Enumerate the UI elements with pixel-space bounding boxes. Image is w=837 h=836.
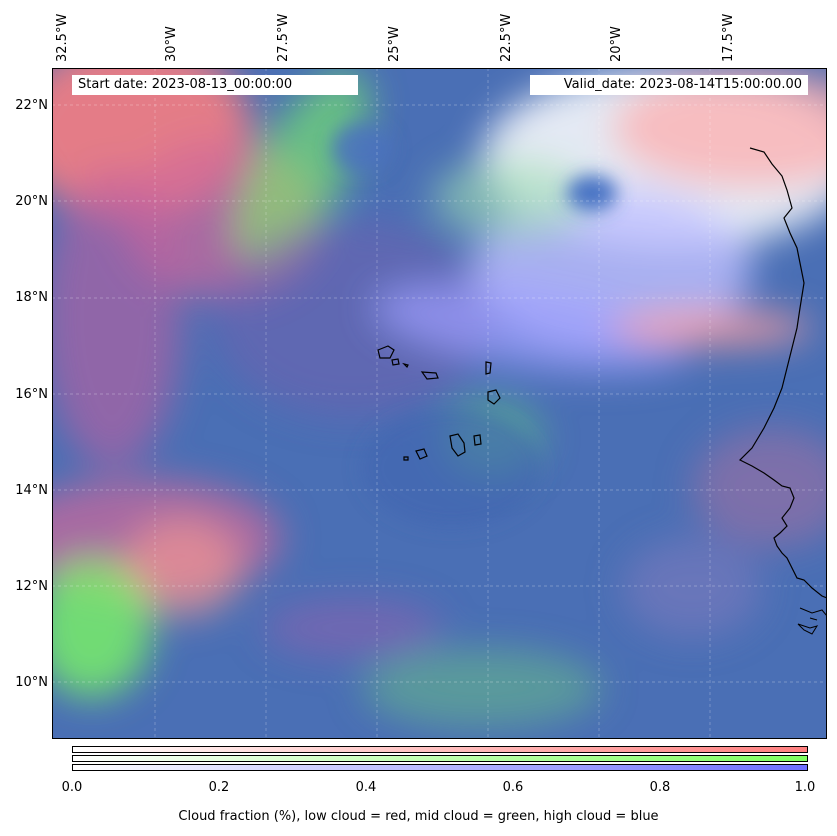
africa-coastline xyxy=(738,147,827,599)
cloud-detail xyxy=(332,123,617,528)
colorbar-high-cloud xyxy=(72,764,808,771)
lat-label-20n: 20°N xyxy=(15,194,48,209)
cloud-fraction-map xyxy=(52,68,827,739)
lat-label-10n: 10°N xyxy=(15,675,48,690)
guinea-bissau-islands xyxy=(797,607,827,635)
cloud-field xyxy=(52,68,827,728)
valid-date-label: Valid_date: 2023-08-14T15:00:00.00 xyxy=(530,75,808,95)
start-date-label: Start date: 2023-08-13_00:00:00 xyxy=(72,75,358,95)
lat-label-16n: 16°N xyxy=(15,387,48,402)
lat-label-18n: 18°N xyxy=(15,290,48,305)
colorbar-tick: 0.4 xyxy=(355,780,377,795)
colorbar-low-cloud xyxy=(72,746,808,753)
graticule xyxy=(52,68,827,739)
colorbar-mid-cloud xyxy=(72,755,808,762)
colorbar-tick: 0.0 xyxy=(61,780,83,795)
lat-label-14n: 14°N xyxy=(15,483,48,498)
colorbar-label: Cloud fraction (%), low cloud = red, mid… xyxy=(178,809,659,824)
colorbar-tick: 0.2 xyxy=(208,780,230,795)
lat-label-12n: 12°N xyxy=(15,579,48,594)
lat-label-22n: 22°N xyxy=(15,98,48,113)
colorbar-tick: 1.0 xyxy=(794,780,816,795)
colorbar-tick: 0.6 xyxy=(502,780,524,795)
cape-verde-islands xyxy=(377,345,501,461)
colorbar-tick: 0.8 xyxy=(649,780,671,795)
map-canvas xyxy=(52,68,827,739)
